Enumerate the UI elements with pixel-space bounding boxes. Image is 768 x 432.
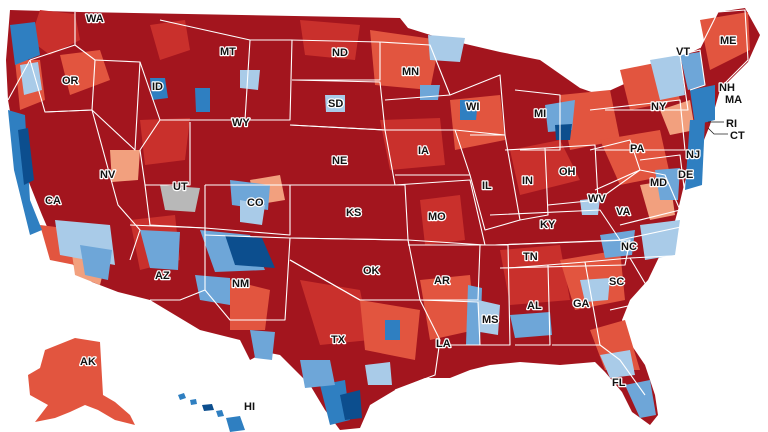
state-label-nm: NM [232,278,249,290]
state-label-mi: MI [534,108,546,120]
state-label-pa: PA [630,143,645,155]
state-label-ak: AK [80,356,96,368]
state-label-ok: OK [363,265,380,277]
state-label-id: ID [152,81,163,93]
state-label-wy: WY [232,117,250,129]
state-label-tn: TN [523,251,538,263]
state-border-lines [7,9,749,396]
state-label-mt: MT [220,46,236,58]
state-label-or: OR [62,75,79,87]
state-label-wa: WA [86,13,104,25]
state-label-ne: NE [332,155,347,167]
state-label-oh: OH [559,166,576,178]
democratic-county-clusters [8,22,715,425]
state-label-ks: KS [346,207,361,219]
state-label-nd: ND [332,47,348,59]
state-label-az: AZ [155,270,170,282]
state-label-in: IN [522,175,533,187]
state-label-de: DE [678,169,693,181]
state-label-hi: HI [244,401,255,413]
state-label-ia: IA [418,145,429,157]
state-label-tx: TX [331,334,346,346]
state-label-ny: NY [651,101,667,113]
callout-lines [707,121,728,135]
state-label-sd: SD [328,98,343,110]
state-label-il: IL [482,180,492,192]
state-label-ut: UT [173,181,188,193]
state-label-md: MD [650,177,667,189]
hawaii-islands [178,393,245,432]
state-labels: WA OR CA NV ID MT WY UT AZ CO NM ND SD N… [44,12,746,415]
state-label-nj: NJ [686,149,700,161]
state-label-me: ME [720,35,737,47]
state-label-ct: CT [730,130,745,142]
state-label-nv: NV [100,169,116,181]
state-label-al: AL [527,300,542,312]
state-label-ma: MA [725,94,742,106]
state-label-sc: SC [609,276,624,288]
state-label-mn: MN [402,66,419,78]
state-label-ky: KY [540,219,556,231]
state-label-ms: MS [482,314,499,326]
state-label-wv: WV [588,193,606,205]
state-label-ga: GA [573,298,590,310]
state-label-fl: FL [612,377,626,389]
state-label-vt: VT [676,46,690,58]
state-label-ri: RI [726,118,737,130]
state-label-la: LA [436,338,451,350]
alaska-shape [28,338,135,425]
state-label-nh: NH [719,82,735,94]
state-label-ar: AR [434,275,450,287]
state-label-wi: WI [466,101,479,113]
state-label-co: CO [247,197,264,209]
state-label-nc: NC [621,241,637,253]
state-label-ca: CA [45,195,61,207]
state-label-va: VA [616,206,631,218]
state-label-mo: MO [428,211,446,223]
